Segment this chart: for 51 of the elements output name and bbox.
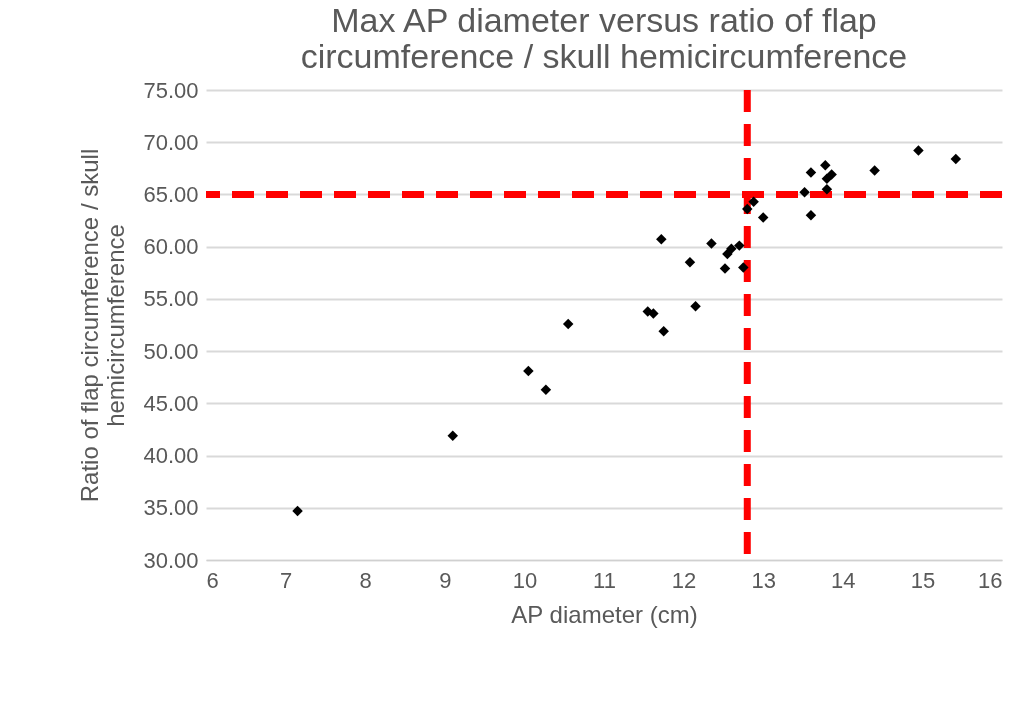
x-tick-label: 14	[831, 567, 856, 593]
point	[562, 318, 574, 330]
point	[706, 238, 717, 249]
x-tick-label: 7	[279, 567, 293, 593]
point	[292, 505, 303, 517]
y-tick-label: 35.00	[143, 495, 199, 521]
point	[690, 300, 701, 312]
point	[869, 165, 880, 176]
x-tick-label: 9	[439, 567, 452, 593]
point	[820, 159, 831, 171]
y-tick-label: 50.00	[143, 338, 199, 364]
y-axis-title: Ratio of flap circumference / skull hemicircumference	[76, 148, 130, 503]
x-tick-label: 16	[978, 567, 1003, 593]
point	[821, 183, 833, 195]
x-tick-label: 13	[751, 567, 776, 593]
point	[805, 210, 817, 221]
point	[734, 240, 745, 251]
y-tick-label: 75.00	[143, 77, 199, 103]
y-tick-label: 30.00	[143, 547, 199, 573]
point	[656, 234, 667, 245]
y-tick-label: 40.00	[143, 443, 199, 469]
y-tick-label: 70.00	[143, 129, 199, 155]
point	[805, 167, 817, 178]
point	[757, 212, 769, 223]
point	[658, 326, 669, 337]
y-tick-label: 45.00	[143, 390, 199, 416]
point	[748, 196, 759, 207]
x-tick-label: 6	[206, 567, 219, 593]
y-tick-label: 55.00	[143, 286, 199, 312]
point	[719, 263, 731, 274]
point	[826, 169, 837, 180]
y-tick-label: 60.00	[143, 234, 199, 260]
point	[648, 308, 659, 319]
point	[799, 187, 810, 198]
x-tick-label: 8	[359, 567, 372, 593]
point	[540, 384, 552, 395]
x-tick-label: 10	[512, 567, 538, 593]
point	[742, 203, 753, 215]
x-tick-label: 11	[593, 567, 616, 593]
point	[523, 365, 534, 377]
x-tick-label: 15	[910, 567, 936, 593]
point	[726, 243, 737, 254]
point	[738, 262, 749, 273]
point	[684, 257, 696, 268]
point	[447, 430, 458, 441]
x-tick-label: 12	[671, 567, 697, 593]
chart-title: Max AP diameter versus ratio of flap circumference / skull hemicircumference	[300, 1, 908, 75]
x-axis-title: AP diameter (cm)	[511, 600, 698, 628]
point	[913, 145, 924, 156]
point	[950, 153, 962, 165]
y-tick-label: 65.00	[143, 181, 199, 207]
